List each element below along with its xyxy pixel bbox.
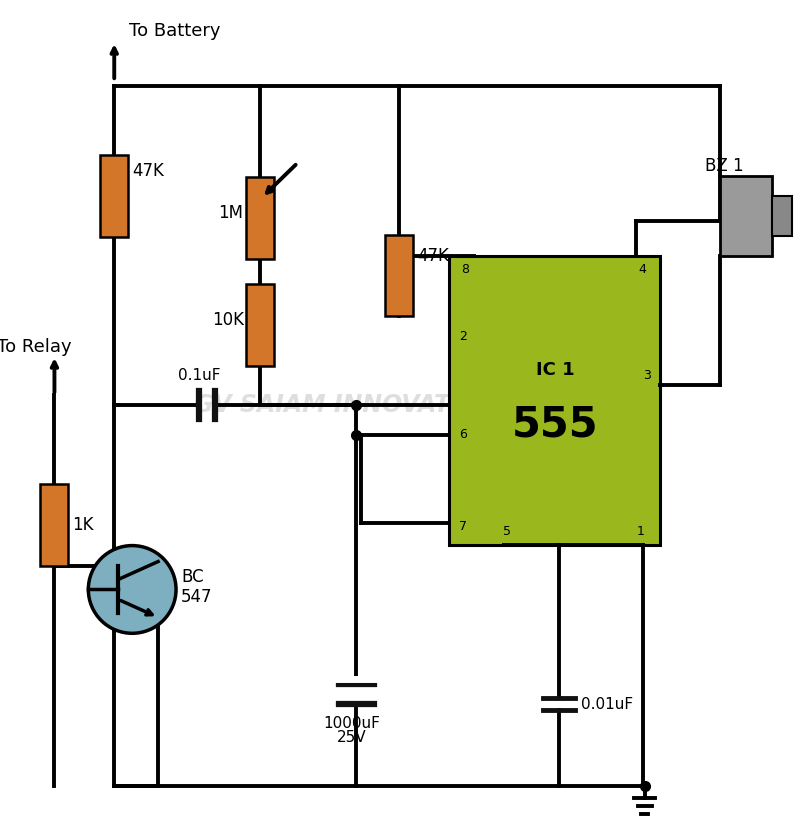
Text: To Battery: To Battery — [129, 23, 221, 40]
Bar — [100, 154, 128, 236]
Text: 2: 2 — [459, 330, 467, 343]
Bar — [246, 285, 274, 367]
Text: 6: 6 — [459, 428, 467, 441]
Text: 1K: 1K — [73, 516, 93, 534]
Text: 47K: 47K — [418, 246, 449, 265]
Bar — [772, 195, 792, 235]
Text: To Relay: To Relay — [0, 338, 71, 357]
Text: 4: 4 — [638, 263, 646, 276]
Text: 1: 1 — [637, 525, 645, 538]
Text: 7: 7 — [459, 520, 467, 533]
Text: 8: 8 — [461, 263, 469, 276]
Text: 1000uF: 1000uF — [323, 716, 380, 731]
Text: 3: 3 — [642, 368, 650, 382]
Bar — [246, 177, 274, 259]
Text: IC 1: IC 1 — [535, 362, 574, 379]
Text: 1M: 1M — [218, 204, 243, 221]
Text: 47K: 47K — [132, 162, 164, 180]
Text: 547: 547 — [181, 589, 213, 606]
Text: 0.01uF: 0.01uF — [581, 696, 633, 711]
Bar — [721, 176, 772, 256]
Text: BZ 1: BZ 1 — [705, 157, 744, 175]
Bar — [40, 483, 69, 565]
Text: 10K: 10K — [212, 311, 244, 329]
Text: 5: 5 — [503, 525, 511, 538]
Bar — [385, 235, 413, 316]
Circle shape — [89, 545, 176, 633]
Text: BC: BC — [181, 569, 204, 586]
Text: 0.1uF: 0.1uF — [177, 368, 220, 383]
Bar — [449, 256, 660, 544]
Text: 25V: 25V — [337, 730, 366, 745]
Text: GV SAIAM INNOVATIO: GV SAIAM INNOVATIO — [194, 393, 479, 417]
Text: 555: 555 — [512, 404, 598, 446]
